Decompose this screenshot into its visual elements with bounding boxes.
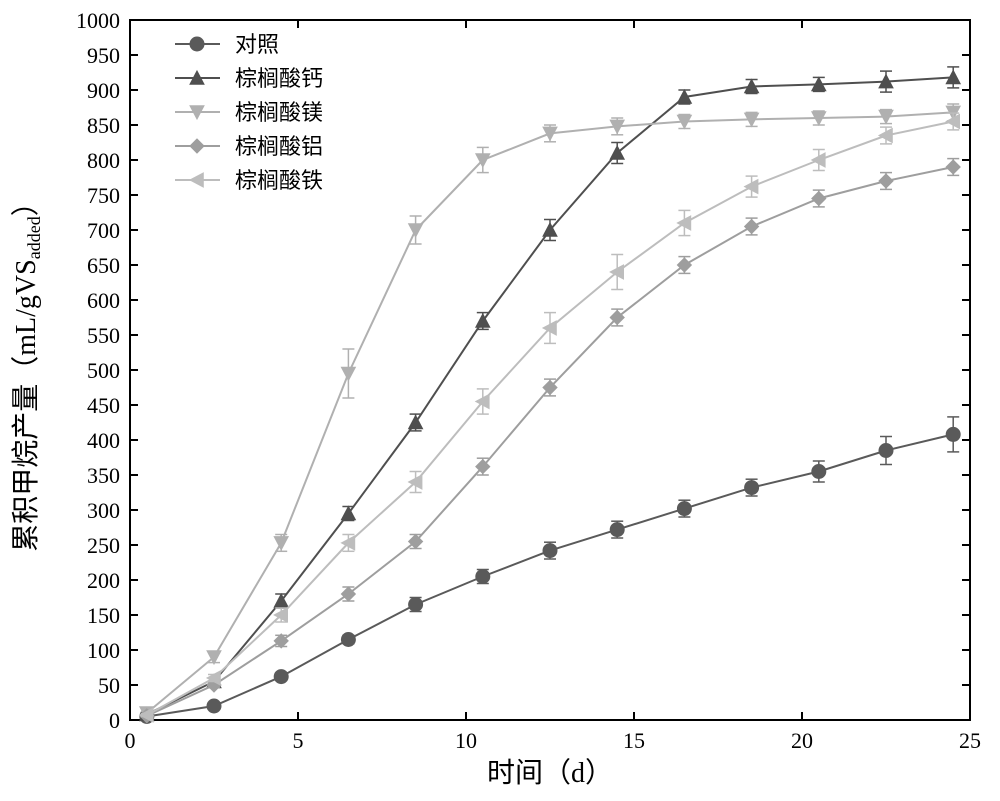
y-tick-label: 900	[87, 78, 120, 103]
x-tick-label: 25	[959, 728, 981, 753]
y-tick-label: 150	[87, 603, 120, 628]
y-tick-label: 700	[87, 218, 120, 243]
y-tick-label: 100	[87, 638, 120, 663]
y-tick-label: 500	[87, 358, 120, 383]
legend-label-ca: 棕榈酸钙	[235, 66, 323, 91]
x-tick-label: 0	[125, 728, 136, 753]
y-tick-label: 250	[87, 533, 120, 558]
y-tick-label: 550	[87, 323, 120, 348]
legend-label-fe: 棕榈酸铁	[235, 168, 323, 193]
y-tick-label: 750	[87, 183, 120, 208]
y-tick-label: 600	[87, 288, 120, 313]
chart-svg: 0510152025050100150200250300350400450500…	[0, 0, 1000, 801]
y-tick-label: 300	[87, 498, 120, 523]
y-tick-label: 1000	[76, 8, 120, 33]
y-tick-label: 200	[87, 568, 120, 593]
x-tick-label: 15	[623, 728, 645, 753]
y-tick-label: 50	[98, 673, 120, 698]
y-tick-label: 450	[87, 393, 120, 418]
y-tick-label: 350	[87, 463, 120, 488]
x-tick-label: 20	[791, 728, 813, 753]
legend-label-mg: 棕榈酸镁	[235, 100, 323, 125]
y-tick-label: 0	[109, 708, 120, 733]
x-tick-label: 10	[455, 728, 477, 753]
y-tick-label: 400	[87, 428, 120, 453]
y-tick-label: 800	[87, 148, 120, 173]
y-tick-label: 650	[87, 253, 120, 278]
y-tick-label: 950	[87, 43, 120, 68]
y-tick-label: 850	[87, 113, 120, 138]
methane-yield-chart: 0510152025050100150200250300350400450500…	[0, 0, 1000, 801]
x-axis-label: 时间（d）	[487, 757, 613, 789]
legend-label-al: 棕榈酸铝	[235, 134, 323, 159]
x-tick-label: 5	[293, 728, 304, 753]
legend-label-control: 对照	[235, 32, 279, 57]
